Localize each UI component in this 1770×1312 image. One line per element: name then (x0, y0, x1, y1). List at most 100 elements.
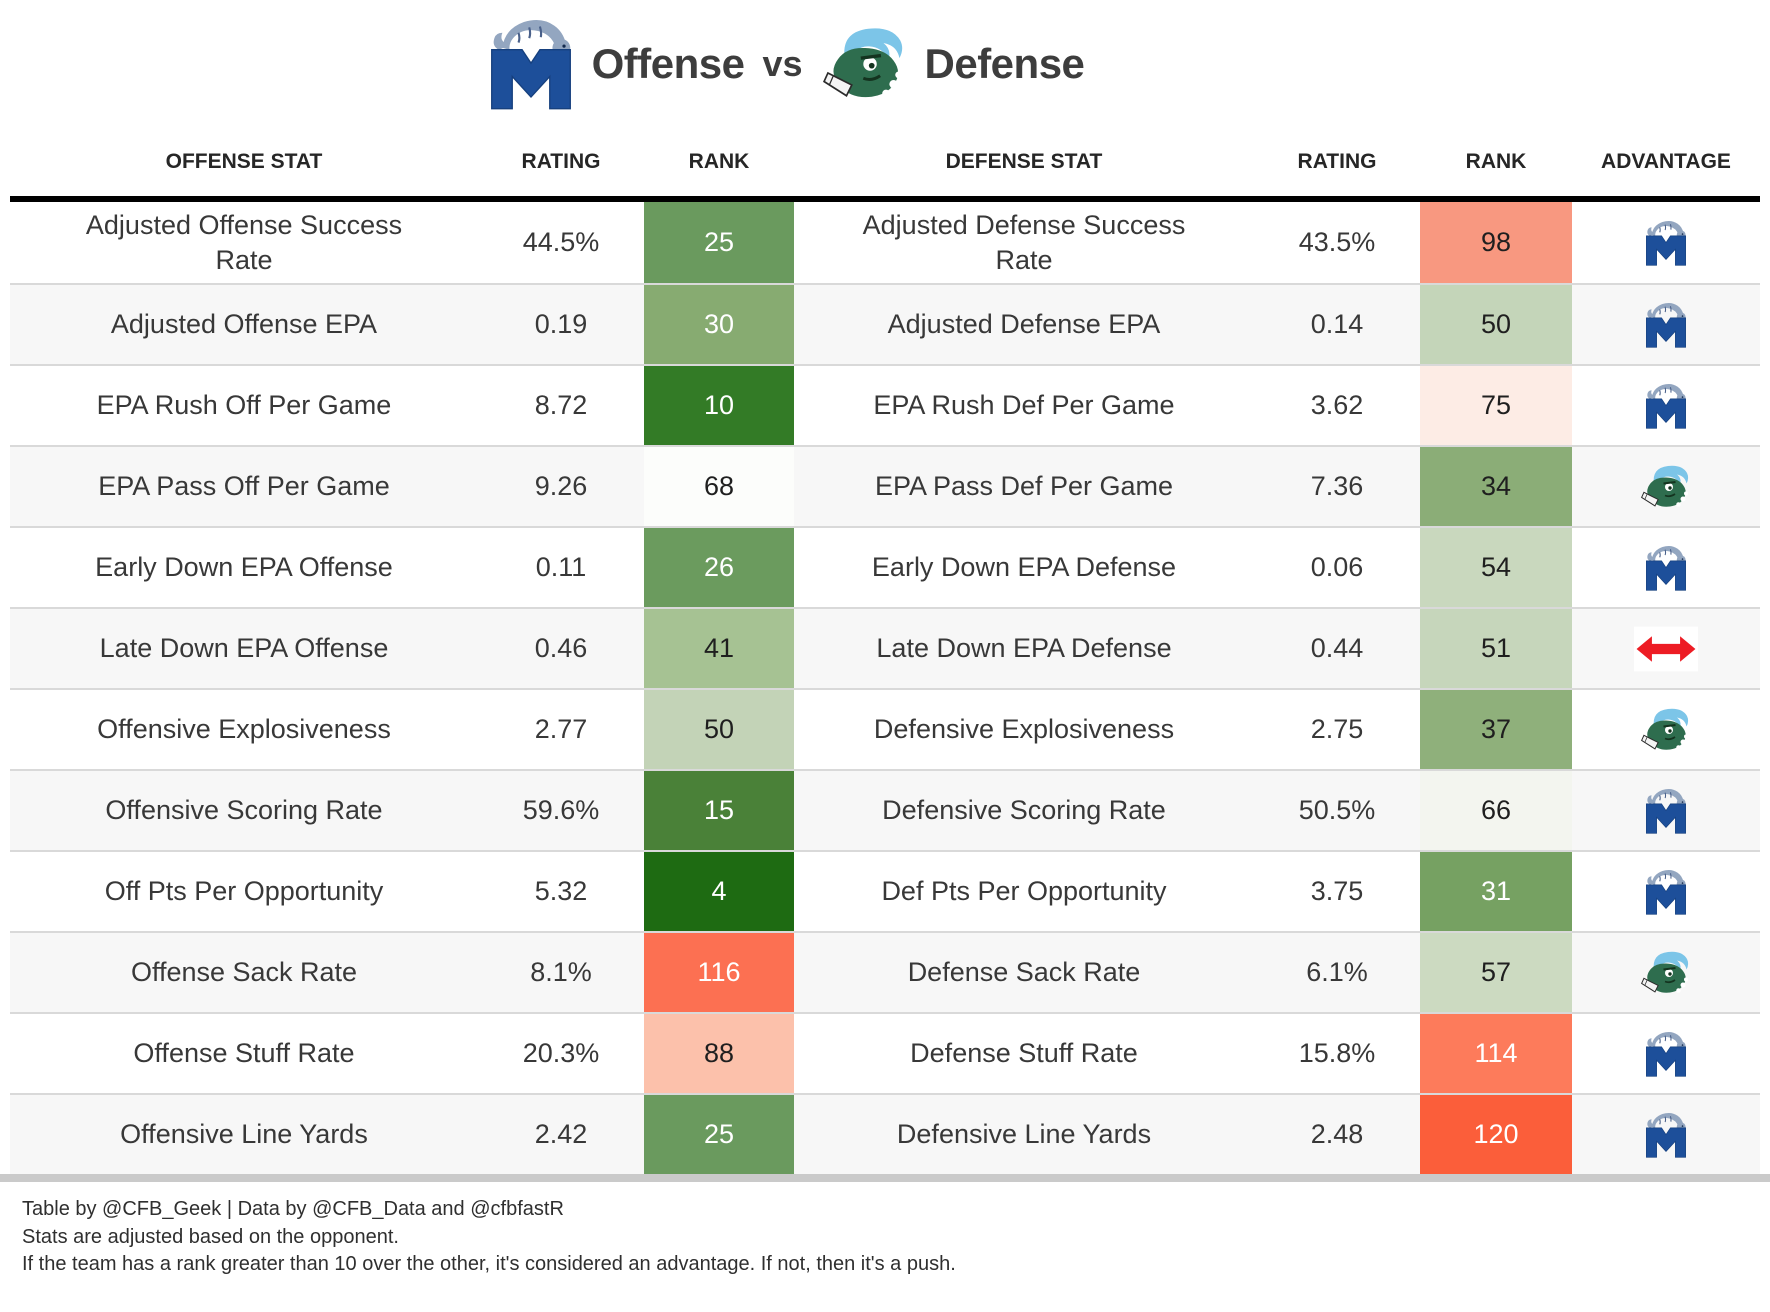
col-advantage: ADVANTAGE (1601, 150, 1731, 173)
offense-rating-value: 2.77 (534, 714, 588, 744)
defense-rating-value: 2.48 (1310, 1119, 1364, 1149)
memphis-advantage-logo-icon (1641, 867, 1691, 917)
offense-stat-label: Offensive Explosiveness (97, 714, 391, 745)
defense-stat-label: Defense Sack Rate (907, 957, 1141, 988)
offense-stat-label: Offense Sack Rate (130, 957, 358, 988)
offense-rating-value: 59.6% (522, 795, 600, 825)
memphis-advantage-logo-icon (1641, 1029, 1691, 1079)
offense-rank-badge: 88 (644, 1014, 794, 1093)
col-offense-rank: RANK (688, 150, 750, 173)
offense-stat-label: Adjusted Offense EPA (110, 309, 378, 340)
defense-rank-badge: 51 (1420, 609, 1572, 688)
offense-rating-value: 5.32 (534, 876, 588, 906)
note-advantage-rule: If the team has a rank greater than 10 o… (22, 1253, 956, 1276)
defense-rating-value: 6.1% (1306, 957, 1368, 987)
defense-rating-value: 2.75 (1310, 714, 1364, 744)
offense-rating-value: 9.26 (534, 471, 588, 501)
offense-stat-label: EPA Pass Off Per Game (98, 471, 390, 502)
defense-rating-value: 50.5% (1298, 795, 1376, 825)
table-row: Off Pts Per Opportunity 5.32 4 Def Pts P… (10, 850, 1760, 931)
advantage-cell (1572, 366, 1760, 445)
memphis-advantage-logo-icon (1641, 381, 1691, 431)
defense-rank-badge: 98 (1420, 202, 1572, 283)
defense-rank-badge: 57 (1420, 933, 1572, 1012)
offense-rating-value: 0.46 (534, 633, 588, 663)
col-defense-stat: DEFENSE STAT (945, 150, 1103, 173)
advantage-cell (1572, 528, 1760, 607)
footer-notes: Table by @CFB_Geek | Data by @CFB_Data a… (0, 1182, 1770, 1279)
defense-stat-label: Adjusted Defense Success Rate (862, 210, 1186, 275)
defense-rank-badge: 37 (1420, 690, 1572, 769)
defense-rating-value: 7.36 (1310, 471, 1364, 501)
defense-rank-badge: 34 (1420, 447, 1572, 526)
defense-rating-value: 15.8% (1298, 1038, 1376, 1068)
offense-stat-label: Offensive Line Yards (120, 1119, 368, 1150)
defense-rating-value: 0.14 (1310, 309, 1364, 339)
offense-rank-badge: 30 (644, 285, 794, 364)
defense-rank-badge: 54 (1420, 528, 1572, 607)
col-defense-rating: RATING (1297, 150, 1377, 173)
offense-rating-value: 8.1% (530, 957, 592, 987)
credit-line: Table by @CFB_Geek | Data by @CFB_Data a… (22, 1198, 564, 1220)
defense-rank-badge: 66 (1420, 771, 1572, 850)
offense-rank-badge: 4 (644, 852, 794, 931)
table-bottom-bar (0, 1174, 1770, 1182)
table-row: Adjusted Offense Success Rate 44.5% 25 A… (10, 202, 1760, 283)
offense-rank-badge: 15 (644, 771, 794, 850)
memphis-tigers-logo (486, 14, 576, 114)
offense-rank-badge: 68 (644, 447, 794, 526)
stats-table: OFFENSE STAT RATING RANK DEFENSE STAT RA… (0, 128, 1770, 1174)
title-bar: Offense vs Defense (0, 0, 1770, 128)
memphis-advantage-logo-icon (1641, 543, 1691, 593)
table-row: Offensive Scoring Rate 59.6% 15 Defensiv… (10, 769, 1760, 850)
push-arrow-icon (1634, 621, 1698, 677)
offense-stat-label: Adjusted Offense Success Rate (85, 210, 403, 275)
offense-title: Offense (591, 40, 745, 87)
defense-stat-label: EPA Rush Def Per Game (873, 390, 1175, 421)
defense-title: Defense (924, 40, 1085, 87)
defense-stat-label: EPA Pass Def Per Game (874, 471, 1174, 502)
offense-stat-label: Off Pts Per Opportunity (104, 876, 384, 907)
defense-rank-badge: 75 (1420, 366, 1572, 445)
tulane-green-wave-logo (821, 22, 909, 106)
offense-rank-badge: 116 (644, 933, 794, 1012)
table-row: Offense Sack Rate 8.1% 116 Defense Sack … (10, 931, 1760, 1012)
defense-rating-value: 43.5% (1298, 227, 1376, 257)
advantage-cell (1572, 1014, 1760, 1093)
table-row: EPA Pass Off Per Game 9.26 68 EPA Pass D… (10, 445, 1760, 526)
tulane-advantage-logo-icon (1641, 705, 1691, 755)
offense-rating-value: 20.3% (522, 1038, 600, 1068)
table-row: EPA Rush Off Per Game 8.72 10 EPA Rush D… (10, 364, 1760, 445)
advantage-cell (1572, 609, 1760, 688)
advantage-cell (1572, 1095, 1760, 1174)
defense-stat-label: Defensive Line Yards (896, 1119, 1152, 1150)
table-row: Offensive Explosiveness 2.77 50 Defensiv… (10, 688, 1760, 769)
defense-stat-label: Defensive Scoring Rate (882, 795, 1166, 826)
col-offense-rating: RATING (521, 150, 601, 173)
advantage-cell (1572, 852, 1760, 931)
col-defense-rank: RANK (1465, 150, 1527, 173)
memphis-advantage-logo-icon (1641, 218, 1691, 268)
table-row: Late Down EPA Offense 0.46 41 Late Down … (10, 607, 1760, 688)
offense-rating-value: 44.5% (522, 227, 600, 257)
defense-rank-badge: 31 (1420, 852, 1572, 931)
offense-rank-badge: 41 (644, 609, 794, 688)
defense-rank-badge: 120 (1420, 1095, 1572, 1174)
note-adjusted: Stats are adjusted based on the opponent… (22, 1225, 399, 1248)
advantage-cell (1572, 933, 1760, 1012)
offense-rating-value: 0.19 (534, 309, 588, 339)
vs-label: vs (762, 43, 803, 84)
col-offense-stat: OFFENSE STAT (165, 150, 323, 173)
defense-rating-value: 0.44 (1310, 633, 1364, 663)
advantage-cell (1572, 771, 1760, 850)
offense-stat-label: Offensive Scoring Rate (105, 795, 383, 826)
defense-rating-value: 3.62 (1310, 390, 1364, 420)
offense-rank-badge: 50 (644, 690, 794, 769)
table-row: Early Down EPA Offense 0.11 26 Early Dow… (10, 526, 1760, 607)
offense-rank-badge: 25 (644, 202, 794, 283)
defense-rank-badge: 114 (1420, 1014, 1572, 1093)
defense-rating-value: 3.75 (1310, 876, 1364, 906)
defense-stat-label: Early Down EPA Defense (871, 552, 1177, 583)
table-row: Offense Stuff Rate 20.3% 88 Defense Stuf… (10, 1012, 1760, 1093)
